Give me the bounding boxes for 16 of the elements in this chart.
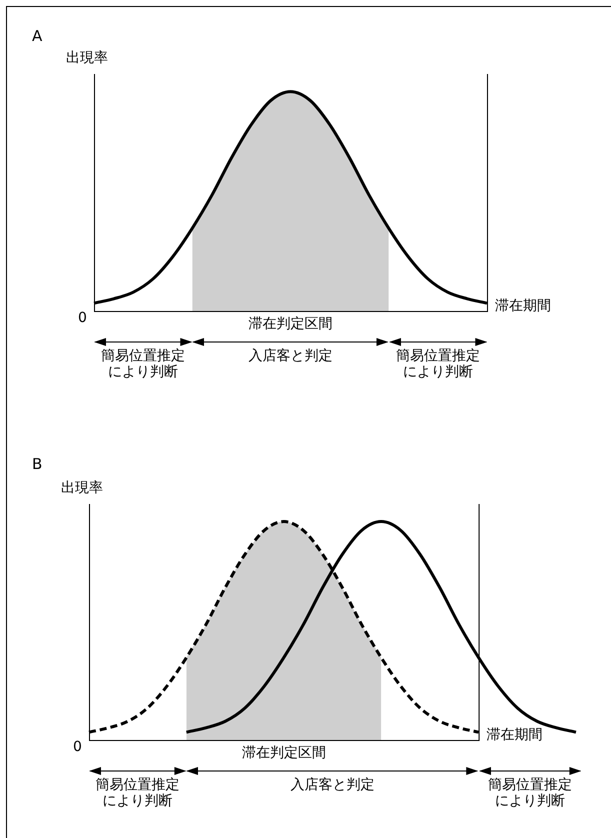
x-axis-title: 滞在期間 (495, 298, 551, 314)
text: 簡易位置推定により判断 (100, 348, 186, 380)
text: 滞在判定区間 (242, 745, 326, 761)
text: 簡易位置推定により判断 (94, 777, 181, 809)
y-axis-title: 出現率 (66, 50, 108, 66)
text: 滞在判定区間 (248, 316, 332, 332)
text: 入店客と判定 (248, 348, 334, 364)
y-axis-title: 出現率 (61, 480, 103, 496)
annotation: 0 (73, 739, 82, 755)
chart-title: B (32, 455, 42, 473)
text: 入店客と判定 (290, 777, 376, 793)
text: 簡易位置推定により判断 (486, 777, 573, 809)
text: 簡易位置推定により判断 (394, 348, 481, 380)
x-axis-title: 滞在期間 (486, 727, 543, 743)
text: 0 (78, 310, 87, 326)
chart-title: A (32, 27, 42, 45)
